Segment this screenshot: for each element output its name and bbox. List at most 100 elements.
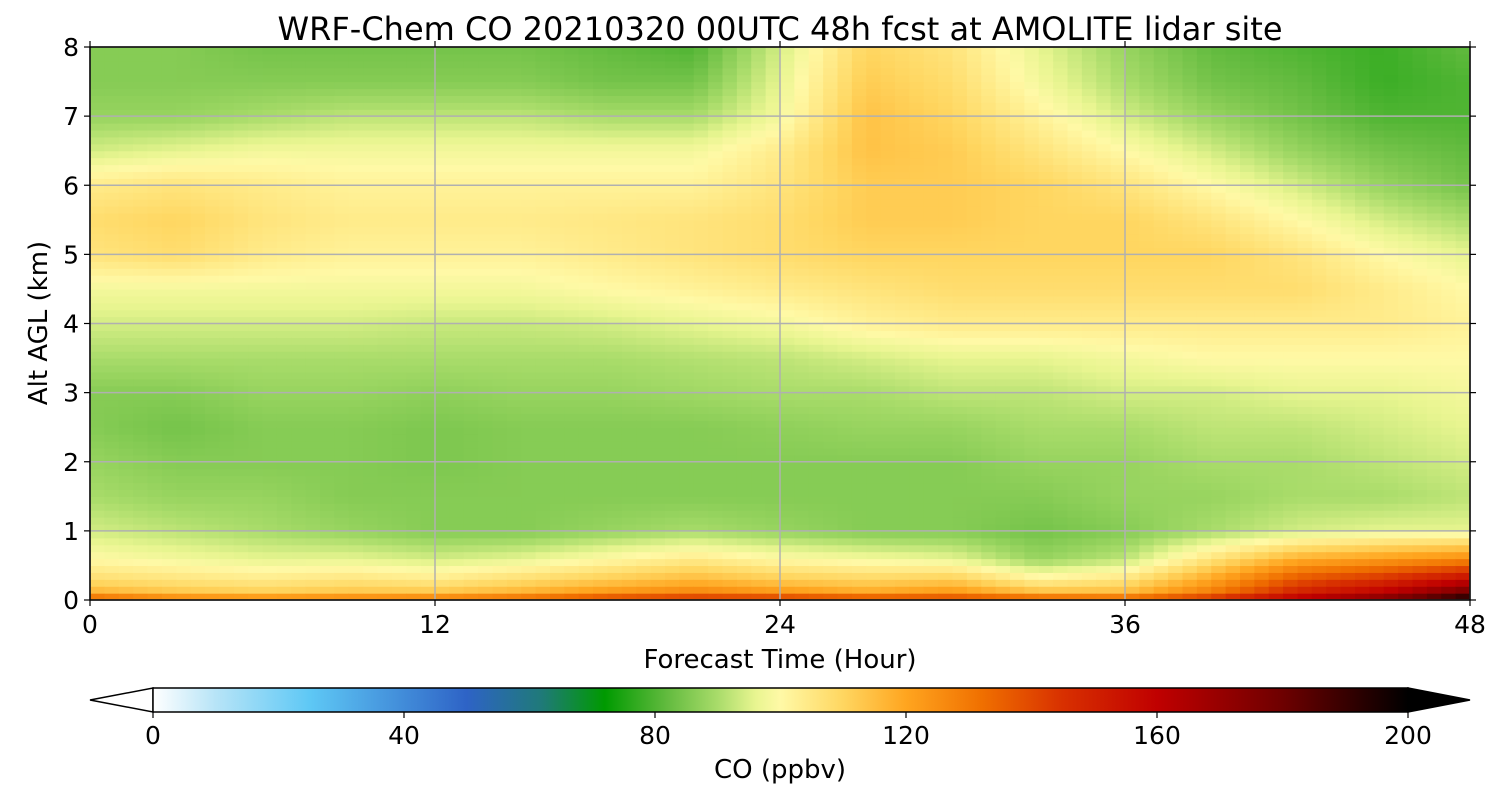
heatmap-cell	[966, 164, 982, 173]
heatmap-cell	[147, 517, 163, 525]
heatmap-cell	[665, 434, 680, 442]
heatmap-cell	[578, 116, 594, 124]
heatmap-cell	[276, 178, 292, 186]
heatmap-cell	[233, 489, 249, 497]
heatmap-cell	[823, 489, 839, 497]
heatmap-cell	[895, 109, 910, 117]
heatmap-cell	[118, 544, 134, 553]
heatmap-cell	[578, 53, 594, 62]
heatmap-cell	[550, 302, 565, 311]
heatmap-cell	[248, 136, 264, 145]
heatmap-cell	[348, 489, 364, 497]
heatmap-cell	[578, 420, 594, 428]
heatmap-cell	[938, 503, 954, 511]
heatmap-cell	[823, 551, 839, 560]
heatmap-cell	[305, 475, 321, 484]
heatmap-cell	[708, 295, 724, 304]
heatmap-cell	[248, 579, 264, 587]
heatmap-cell	[708, 150, 724, 159]
heatmap-cell	[161, 537, 177, 546]
heatmap-cell	[751, 579, 767, 587]
heatmap-cell	[521, 406, 537, 414]
heatmap-cell	[823, 205, 839, 214]
heatmap-cell	[205, 88, 220, 96]
heatmap-cell	[463, 441, 479, 449]
heatmap-cell	[133, 371, 149, 380]
heatmap-cell	[866, 337, 882, 345]
heatmap-cell	[952, 60, 968, 69]
heatmap-cell	[895, 330, 910, 338]
heatmap-cell	[751, 67, 767, 76]
heatmap-cell	[449, 192, 465, 200]
heatmap-cell	[736, 53, 752, 62]
heatmap-cell	[506, 233, 522, 242]
heatmap-cell	[492, 233, 508, 242]
heatmap-cell	[492, 268, 508, 276]
heatmap-cell	[564, 454, 580, 463]
heatmap-cell	[147, 399, 163, 408]
heatmap-cell	[851, 579, 867, 587]
heatmap-cell	[205, 123, 220, 131]
heatmap-cell	[851, 371, 867, 380]
heatmap-cell	[521, 496, 537, 504]
heatmap-cell	[377, 88, 393, 96]
heatmap-cell	[506, 282, 522, 290]
heatmap-cell	[765, 247, 781, 255]
heatmap-cell	[161, 316, 177, 325]
heatmap-cell	[909, 447, 925, 456]
heatmap-cell	[952, 212, 968, 221]
heatmap-cell	[521, 537, 537, 546]
heatmap-cell	[650, 447, 666, 456]
heatmap-cell	[291, 392, 307, 401]
heatmap-cell	[679, 468, 695, 477]
heatmap-cell	[808, 254, 824, 262]
heatmap-cell	[248, 551, 264, 560]
heatmap-cell	[492, 427, 508, 435]
heatmap-cell	[823, 157, 839, 166]
heatmap-cell	[636, 420, 652, 428]
heatmap-cell	[248, 586, 264, 594]
heatmap-cell	[506, 461, 522, 470]
heatmap-cell	[205, 129, 220, 138]
heatmap-cell	[334, 364, 350, 373]
heatmap-cell	[363, 157, 379, 166]
heatmap-cell	[952, 88, 968, 96]
heatmap-cell	[794, 586, 810, 594]
heatmap-cell	[751, 81, 767, 90]
heatmap-cell	[708, 88, 724, 96]
heatmap-cell	[104, 282, 120, 290]
heatmap-cell	[535, 53, 551, 62]
heatmap-cell	[391, 129, 407, 138]
heatmap-cell	[348, 102, 364, 110]
heatmap-cell	[823, 434, 839, 442]
heatmap-cell	[909, 586, 925, 594]
heatmap-cell	[665, 302, 680, 311]
heatmap-cell	[478, 157, 494, 166]
heatmap-cell	[435, 593, 450, 600]
heatmap-cell	[780, 330, 795, 338]
heatmap-cell	[248, 316, 264, 325]
heatmap-cell	[564, 116, 580, 124]
heatmap-cell	[161, 282, 177, 290]
heatmap-cell	[492, 586, 508, 594]
heatmap-cell	[276, 81, 292, 90]
heatmap-cell	[780, 427, 795, 435]
heatmap-cell	[391, 544, 407, 553]
heatmap-cell	[435, 537, 450, 546]
heatmap-cell	[837, 219, 853, 228]
heatmap-cell	[636, 60, 652, 69]
heatmap-cell	[478, 95, 494, 103]
heatmap-cell	[248, 337, 264, 345]
heatmap-cell	[621, 309, 637, 318]
heatmap-cell	[147, 441, 163, 449]
heatmap-cell	[722, 226, 738, 235]
heatmap-cell	[837, 282, 853, 290]
heatmap-cell	[837, 551, 853, 560]
heatmap-cell	[578, 579, 594, 587]
heatmap-cell	[248, 275, 264, 283]
heatmap-cell	[693, 53, 709, 62]
heatmap-cell	[808, 129, 824, 138]
heatmap-cell	[348, 212, 364, 221]
heatmap-cell	[363, 385, 379, 394]
heatmap-cell	[205, 544, 220, 553]
